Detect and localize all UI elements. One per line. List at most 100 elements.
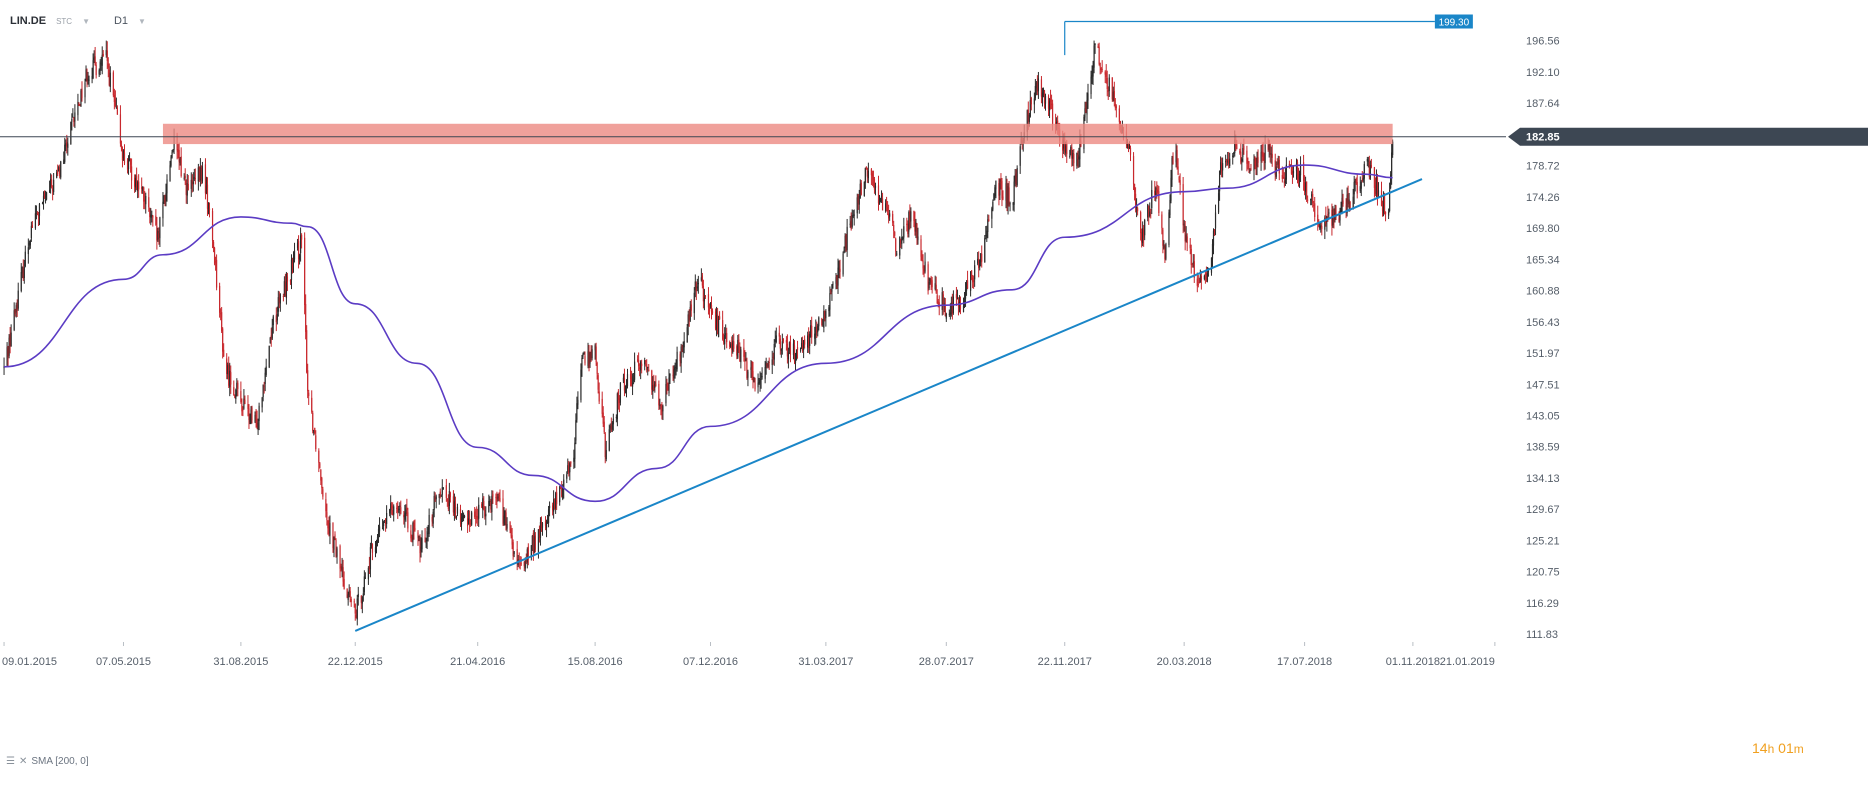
candle-body: [414, 527, 416, 531]
candle-body: [235, 389, 237, 400]
timeframe-selector[interactable]: D1: [113, 15, 129, 27]
candle-body: [339, 545, 341, 569]
candle-body: [966, 280, 969, 289]
candle-body: [151, 214, 153, 217]
candle-body: [973, 280, 975, 283]
indicator-legend: ☰ ✕ SMA [200, 0]: [6, 756, 89, 767]
chevron-down-icon[interactable]: ▼: [138, 16, 146, 26]
candle-body: [1165, 244, 1167, 259]
candle-body: [44, 199, 47, 201]
chevron-down-icon[interactable]: ▼: [82, 16, 90, 26]
candle-body: [1310, 198, 1312, 201]
candle-body: [1077, 154, 1079, 159]
sma-legend-label: SMA [200, 0]: [31, 756, 89, 767]
candle-body: [21, 266, 23, 274]
candle-body: [638, 359, 640, 367]
candle-body: [872, 177, 875, 180]
candle-body: [1290, 163, 1293, 174]
candle-body: [1108, 77, 1110, 92]
candle-body: [892, 213, 894, 223]
candle-body: [134, 177, 136, 187]
candle-body: [885, 200, 888, 208]
candle-body: [860, 182, 862, 195]
y-tick-label: 165.34: [1526, 254, 1560, 266]
candle-body: [268, 345, 270, 368]
candle-body: [723, 339, 725, 343]
candle-body: [697, 282, 699, 285]
last-price-label: 182.85: [1526, 132, 1560, 144]
candle-body: [213, 247, 216, 264]
candle-body: [567, 465, 569, 473]
y-tick-label: 169.80: [1526, 223, 1560, 235]
candle-body: [442, 487, 444, 489]
candle-body: [292, 257, 295, 264]
candle-body: [1092, 65, 1094, 77]
close-icon[interactable]: ✕: [18, 756, 28, 767]
candle-body: [1185, 234, 1187, 241]
candle-body: [929, 279, 931, 281]
candle-body: [256, 419, 258, 428]
candle-body: [746, 361, 748, 379]
candle-body: [619, 382, 622, 403]
candle-body: [1210, 257, 1213, 273]
symbol-label[interactable]: LIN.DE: [10, 15, 47, 27]
candle-body: [1226, 159, 1228, 161]
candle-body: [65, 143, 67, 146]
candle-body: [1233, 152, 1235, 155]
candle-body: [392, 510, 394, 516]
candle-body: [191, 180, 193, 186]
candle-body: [794, 357, 797, 363]
x-tick-label: 01.11.2018: [1386, 656, 1440, 668]
candle-body: [1113, 91, 1115, 102]
x-tick-label: 07.12.2016: [683, 656, 738, 668]
candle-body: [185, 179, 187, 195]
candle-body: [815, 327, 817, 336]
candle-body: [162, 201, 164, 219]
settings-icon[interactable]: ☰: [6, 756, 15, 767]
candle-body: [1253, 159, 1255, 171]
candle-body: [920, 239, 922, 257]
candle-body: [307, 370, 309, 392]
candle-body: [1071, 147, 1073, 159]
candle-body: [1142, 228, 1144, 244]
candle-body: [936, 295, 938, 304]
candle-body: [651, 370, 653, 390]
candle-body: [774, 339, 776, 342]
candle-body: [73, 117, 75, 123]
candle-body: [839, 268, 841, 272]
candle-body: [709, 307, 712, 309]
candle-body: [1276, 163, 1278, 165]
candle-body: [1317, 214, 1319, 222]
candle-body: [844, 236, 846, 248]
candle-body: [949, 312, 951, 315]
candle-body: [325, 499, 327, 512]
candle-body: [1002, 196, 1004, 199]
candle-body: [1065, 145, 1067, 154]
candle-body: [87, 78, 89, 81]
y-tick-label: 160.88: [1526, 286, 1560, 298]
candle-body: [165, 192, 167, 200]
candle-body: [830, 290, 832, 292]
candle-body: [603, 421, 605, 433]
candle-body: [27, 247, 29, 255]
candle-body: [1044, 96, 1047, 104]
candle-body: [200, 167, 203, 180]
candle-body: [237, 382, 239, 389]
candle-body: [489, 500, 491, 502]
candle-body: [561, 485, 563, 497]
candle-body: [505, 512, 507, 531]
candle-body: [752, 371, 754, 381]
candle-body: [1015, 173, 1017, 184]
candle-body: [178, 149, 180, 162]
candle-body: [1243, 146, 1245, 151]
x-tick-label: 22.11.2017: [1038, 656, 1092, 668]
candle-body: [913, 211, 915, 221]
candle-body: [1049, 99, 1052, 102]
candle-body: [1009, 203, 1011, 205]
candle-body: [186, 183, 188, 196]
candle-body: [779, 338, 781, 349]
candle-body: [731, 343, 733, 350]
candle-body: [254, 414, 256, 422]
candle-body: [445, 485, 447, 498]
